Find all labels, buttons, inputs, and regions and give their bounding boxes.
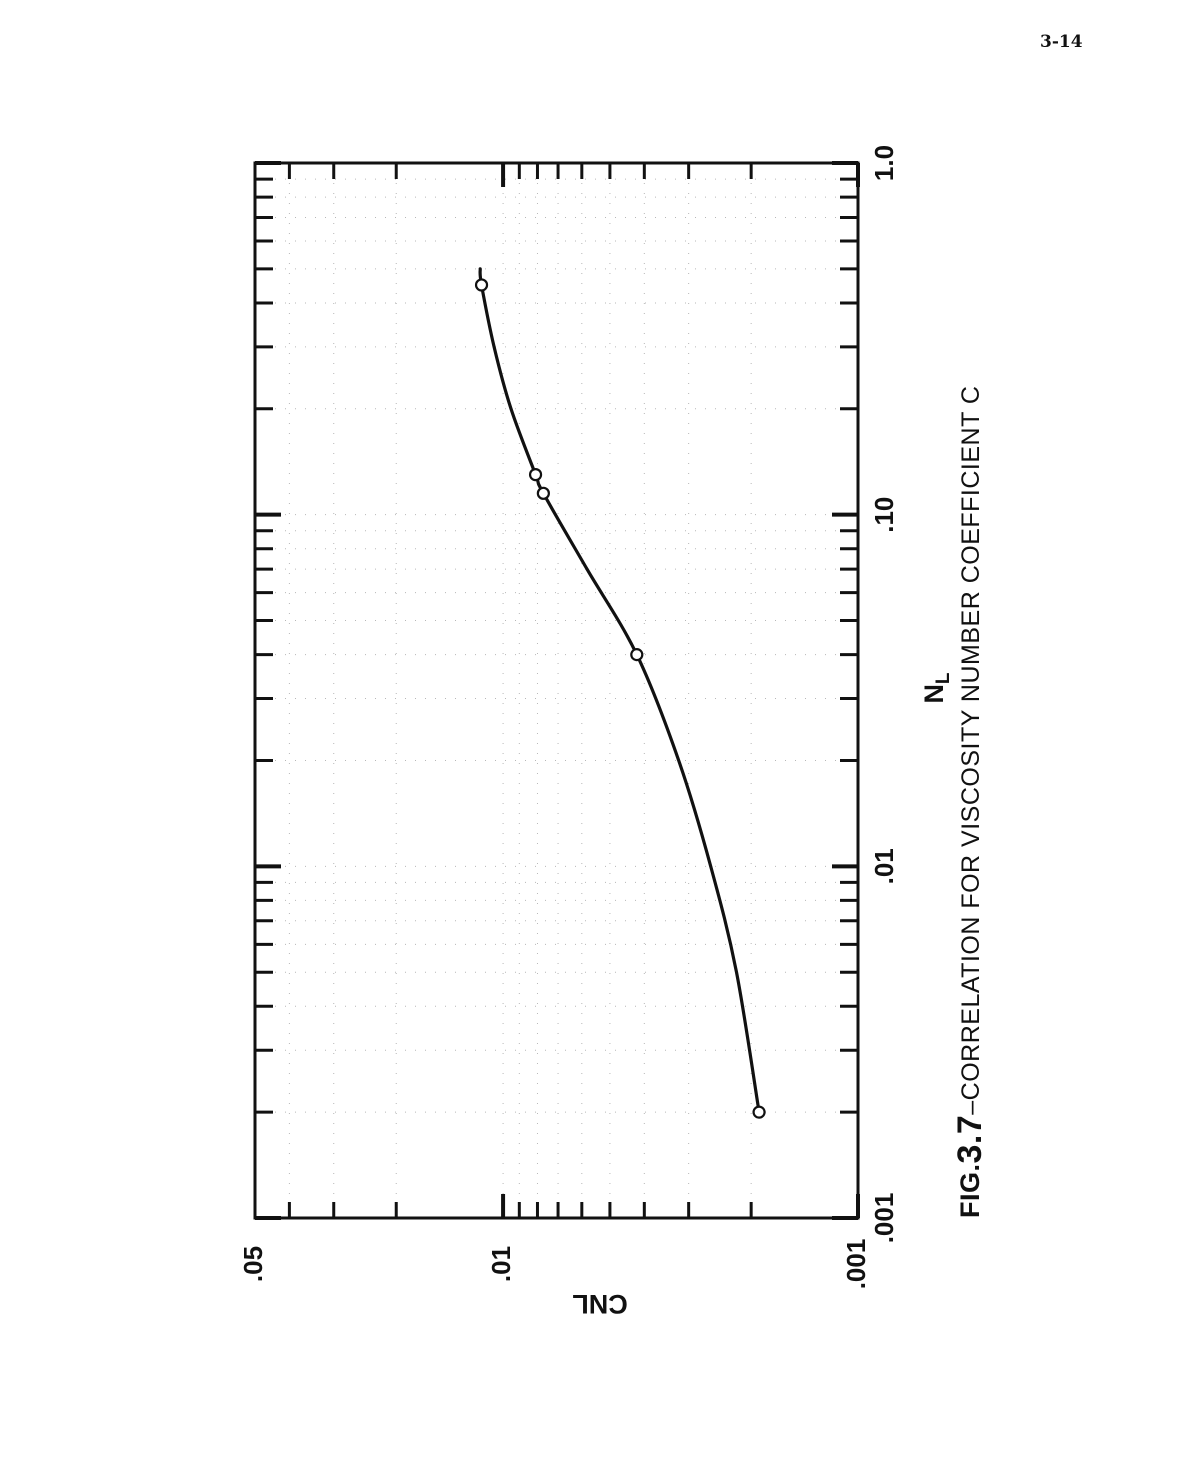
x-axis-title-subscript: L — [933, 672, 954, 684]
y-tick-label: .05 — [238, 1246, 268, 1282]
x-tick-label: .01 — [869, 848, 899, 884]
correlation-curve — [478, 267, 761, 1114]
caption-number: 3.7 — [951, 1115, 989, 1164]
page-number: 3-14 — [1040, 32, 1083, 52]
plot-frame — [253, 161, 860, 1220]
x-axis-title: NL — [919, 672, 954, 704]
y-axis-title: CNL — [572, 1289, 628, 1319]
chart-frame — [253, 161, 860, 1220]
chart-tick-labels: .001 .01 .10 1.0 .001 .01 .05 — [238, 145, 899, 1289]
caption-prefix: FIG. — [955, 1164, 985, 1219]
y-tick-label: .001 — [841, 1239, 871, 1290]
data-point — [752, 1105, 766, 1119]
caption-text: –CORRELATION FOR VISCOSITY NUMBER COEFFI… — [957, 386, 985, 1115]
figure-caption: FIG.3.7–CORRELATION FOR VISCOSITY NUMBER… — [951, 386, 989, 1218]
chart-curve — [478, 267, 761, 1114]
data-point — [536, 486, 550, 500]
chart-ticks — [253, 161, 860, 1220]
data-point — [630, 648, 644, 662]
chart-grid — [275, 178, 838, 1198]
data-point — [528, 467, 543, 482]
x-tick-label: .10 — [869, 497, 899, 533]
data-point — [474, 278, 489, 292]
x-axis-title-main: N — [919, 684, 949, 704]
y-tick-label: .01 — [486, 1246, 516, 1282]
x-tick-label: .001 — [869, 1193, 899, 1244]
x-tick-label: 1.0 — [869, 145, 899, 181]
chart-points — [474, 278, 766, 1119]
